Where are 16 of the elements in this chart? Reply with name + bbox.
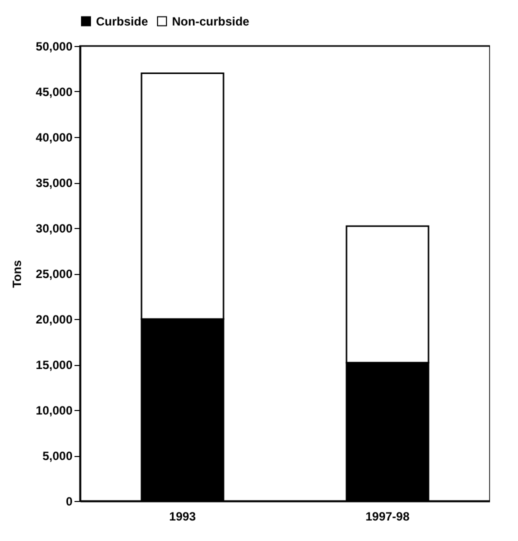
y-tick-label: 50,000 xyxy=(36,40,73,54)
y-tick-label: 45,000 xyxy=(36,85,73,99)
y-tick-label: 30,000 xyxy=(36,222,73,236)
y-tick-label: 0 xyxy=(66,494,73,508)
legend-label: Non-curbside xyxy=(172,14,250,28)
y-axis-title: Tons xyxy=(10,260,24,288)
legend-label: Curbside xyxy=(96,14,148,28)
y-tick-label: 25,000 xyxy=(36,267,73,281)
y-tick-label: 20,000 xyxy=(36,312,73,326)
y-tick-label: 15,000 xyxy=(36,358,73,372)
y-tick-label: 10,000 xyxy=(36,404,73,418)
y-tick-label: 5,000 xyxy=(42,449,73,463)
x-tick-label: 1997-98 xyxy=(365,510,410,524)
y-tick-label: 35,000 xyxy=(36,176,73,190)
y-tick-label: 40,000 xyxy=(36,130,73,144)
x-tick-label: 1993 xyxy=(169,510,196,524)
